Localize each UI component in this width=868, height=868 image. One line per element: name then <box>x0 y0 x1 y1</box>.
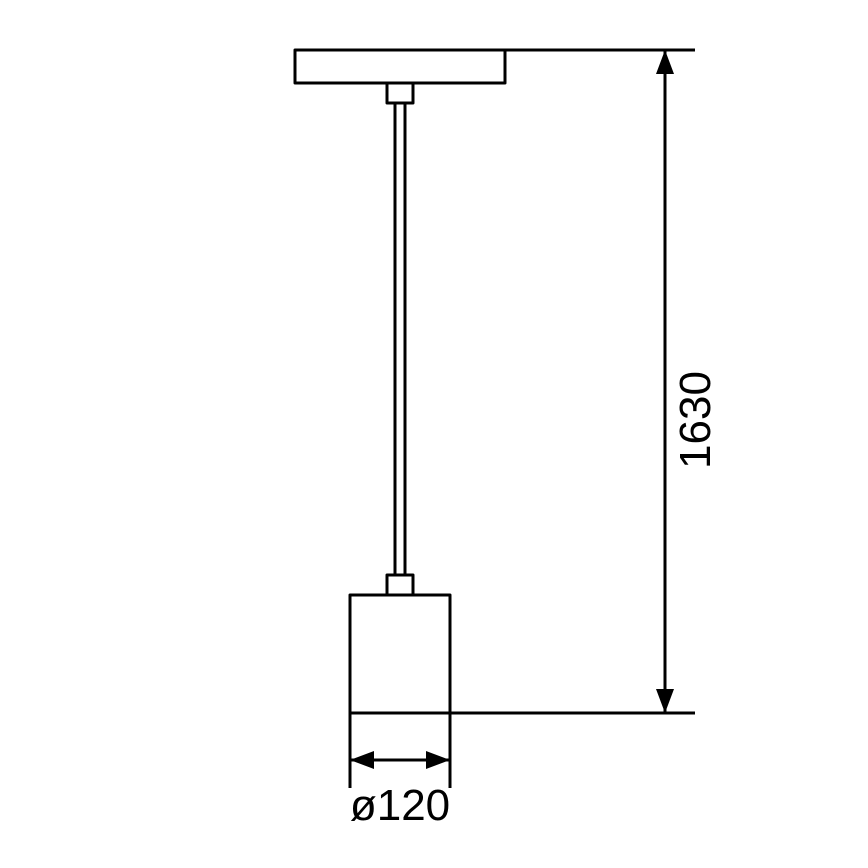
technical-drawing: 1630 ø120 <box>0 0 868 868</box>
background <box>0 0 868 868</box>
height-dimension-label: 1630 <box>671 371 720 469</box>
diameter-dimension-label: ø120 <box>350 781 450 830</box>
